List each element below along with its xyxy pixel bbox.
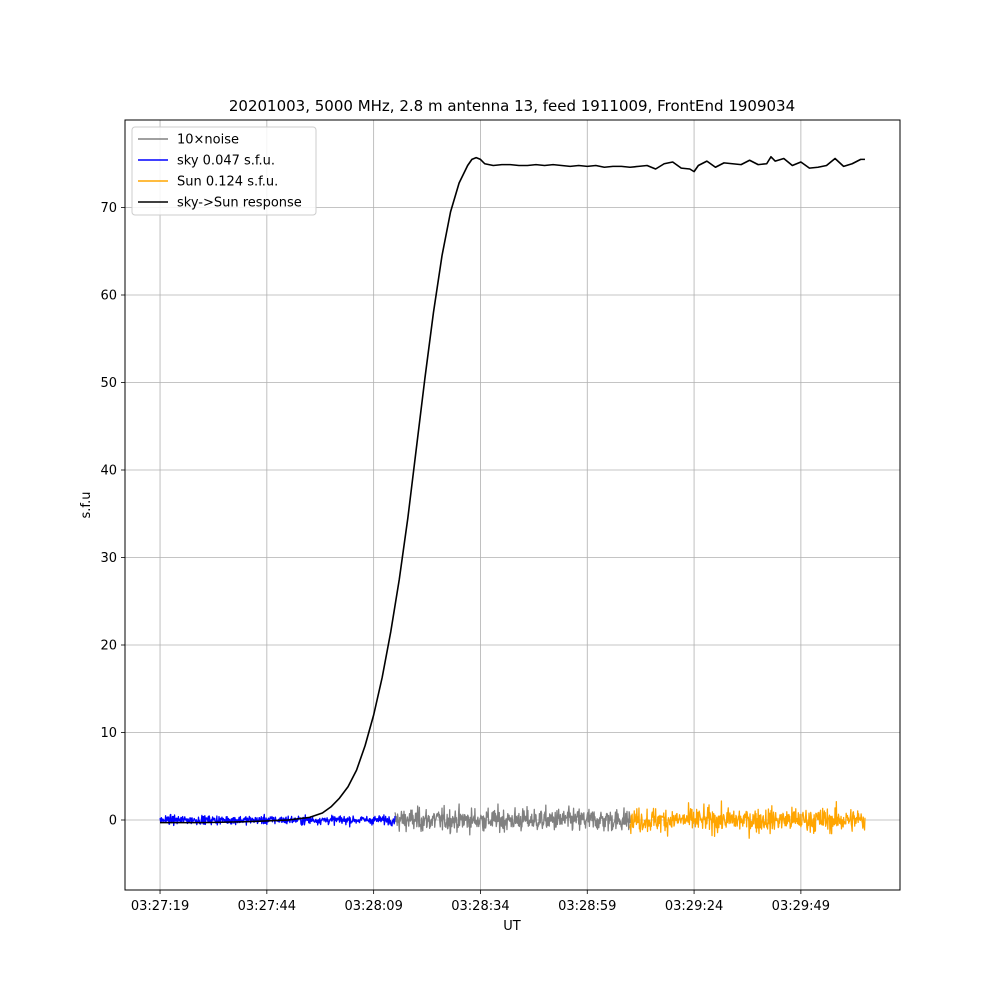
x-tick-label: 03:28:34 <box>451 899 509 914</box>
legend-entry: sky->Sun response <box>177 196 302 211</box>
series-line <box>160 155 865 824</box>
legend-entry: 10×noise <box>177 133 239 148</box>
y-tick-label: 0 <box>109 814 117 829</box>
y-tick-label: 60 <box>100 289 117 304</box>
x-tick-label: 03:27:44 <box>238 899 296 914</box>
data-layer <box>159 155 866 839</box>
x-tick-label: 03:28:09 <box>344 899 402 914</box>
y-tick-label: 40 <box>100 464 117 479</box>
axis-ticks: 03:27:19 03:27:44 03:28:09 03:28:34 03:28:59… <box>100 201 830 914</box>
legend-box <box>131 126 317 216</box>
y-tick-label: 50 <box>100 376 117 391</box>
y-tick-label: 70 <box>100 201 117 216</box>
x-tick-label: 03:29:49 <box>772 899 830 914</box>
x-axis-label: UT <box>503 919 521 934</box>
legend-entry: Sun 0.124 s.f.u. <box>177 175 278 190</box>
x-tick-label: 03:28:59 <box>558 899 616 914</box>
plot-frame <box>124 119 901 891</box>
x-tick-label: 03:27:19 <box>131 899 189 914</box>
y-tick-label: 10 <box>100 726 117 741</box>
series-line <box>629 800 866 839</box>
chart-title: 20201003, 5000 MHz, 2.8 m antenna 13, fe… <box>229 97 795 115</box>
series-line <box>394 803 631 836</box>
y-axis-label: s.f.u <box>79 492 94 519</box>
legend: 10×noise sky 0.047 s.f.u. Sun 0.124 s.f.u.… <box>131 126 317 216</box>
y-tick-label: 20 <box>100 639 117 654</box>
x-tick-label: 03:29:24 <box>665 899 723 914</box>
legend-entry: sky 0.047 s.f.u. <box>177 154 275 169</box>
y-tick-label: 30 <box>100 551 117 566</box>
